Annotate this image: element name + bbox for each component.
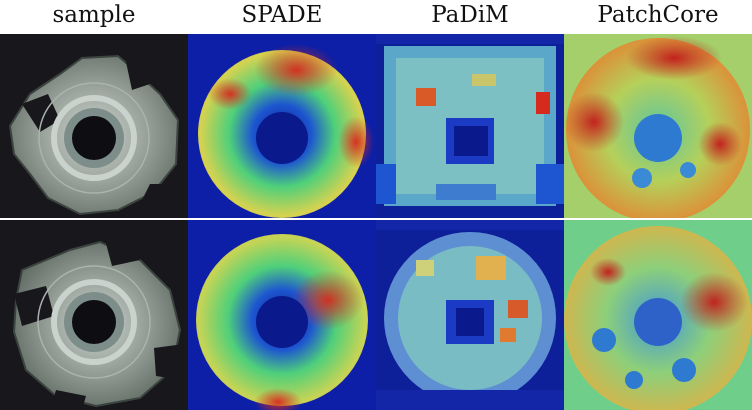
patchcore-heatmap-row-2 xyxy=(564,220,752,410)
spade-heatmap-row-2 xyxy=(188,220,376,410)
column-header-spade: SPADE xyxy=(241,2,323,28)
column-header-padim: PaDiM xyxy=(431,2,509,28)
image-grid xyxy=(0,34,752,410)
sample-image-row-1 xyxy=(0,34,188,218)
patchcore-heatmap-row-1 xyxy=(564,34,752,218)
padim-heatmap-row-2 xyxy=(376,220,564,410)
sample-image-row-2 xyxy=(0,220,188,410)
spade-heatmap-row-1 xyxy=(188,34,376,218)
column-header-patchcore: PatchCore xyxy=(597,2,719,28)
padim-heatmap-row-1 xyxy=(376,34,564,218)
column-header-row: sample SPADE PaDiM PatchCore xyxy=(0,0,752,34)
column-header-sample: sample xyxy=(52,2,136,28)
